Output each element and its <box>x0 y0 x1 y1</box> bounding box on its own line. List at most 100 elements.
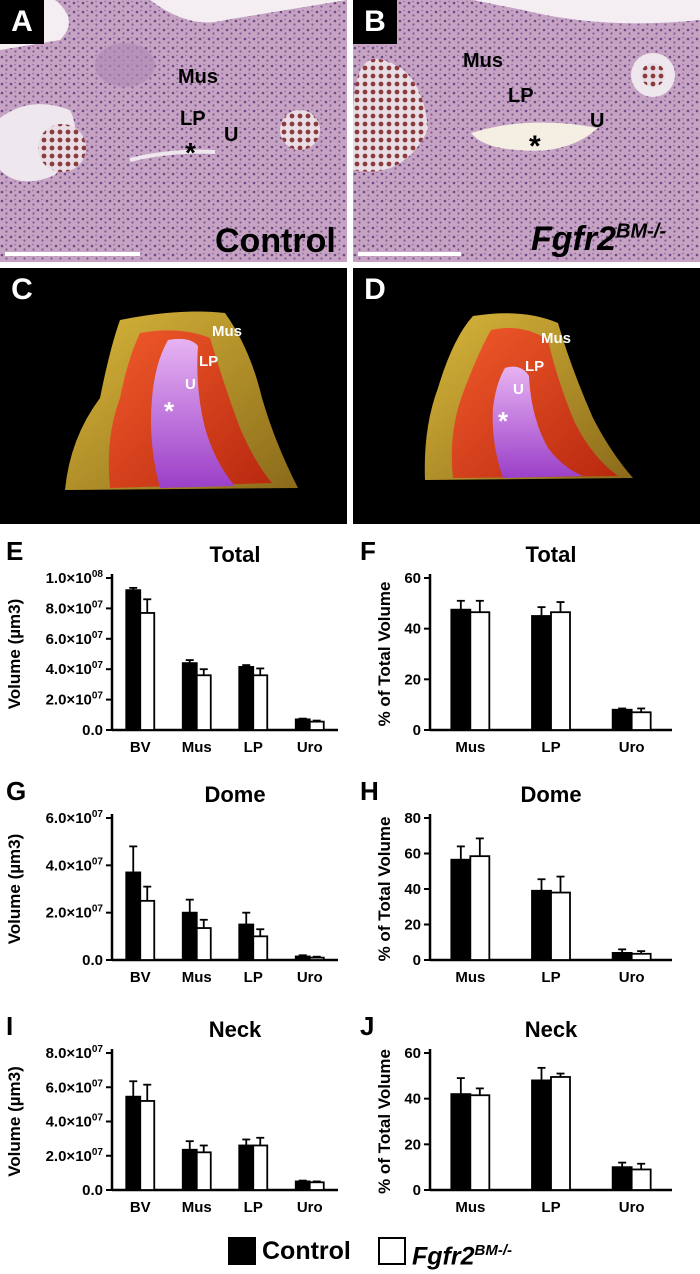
chart-svg: H Dome % of Total Volume 0 20 40 60 80 Mus LP Uro <box>360 776 672 986</box>
bar <box>125 1095 142 1191</box>
x-tick-label: BV <box>130 739 151 756</box>
lumen-star: * <box>185 137 196 168</box>
legend-swatch-mutant <box>378 1237 406 1265</box>
y-axis-label: Volume (µm3) <box>5 834 24 945</box>
chart-svg: J Neck % of Total Volume 0 20 40 60 Mus LP Uro <box>360 1011 672 1216</box>
chart-e-total-volume: E Total Volume (µm3) 0.0 2.0×1007 4.0×1007 6.0… <box>0 530 350 770</box>
x-tick-label: LP <box>244 1199 263 1216</box>
y-axis-label: Volume (µm3) <box>5 599 24 710</box>
bar <box>125 871 142 961</box>
y-tick-label: 40 <box>404 621 421 638</box>
x-tick-label: LP <box>244 739 263 756</box>
caption-mutant-main: Fgfr2 <box>531 220 616 258</box>
chart-title: Dome <box>204 782 265 807</box>
y-tick-label: 2.0×1007 <box>46 1147 104 1165</box>
chart-i-neck-volume: I Neck Volume (µm3) 0.0 2.0×1007 4.0×1007 6.0×… <box>0 1005 350 1230</box>
bar <box>308 720 325 731</box>
bar <box>630 952 652 961</box>
bar <box>531 889 552 961</box>
legend-label-mutant: Fgfr2BM-/- <box>412 1236 512 1271</box>
bar <box>139 1100 156 1191</box>
bar <box>308 1181 325 1191</box>
panel-letter: J <box>360 1011 374 1041</box>
bar <box>238 1144 255 1191</box>
bar <box>195 1151 212 1191</box>
label-u: U <box>224 124 239 146</box>
bar <box>308 956 325 961</box>
bar <box>550 1076 571 1191</box>
bar <box>181 662 198 731</box>
legend: Control Fgfr2BM-/- <box>228 1232 608 1272</box>
x-tick-label: LP <box>541 969 560 986</box>
reconstruction-mutant <box>424 313 633 480</box>
x-tick-label: Uro <box>619 969 645 986</box>
x-tick-label: LP <box>541 1199 560 1216</box>
bar <box>450 1093 472 1191</box>
chart-svg: F Total % of Total Volume 0 20 40 60 Mus LP Uro <box>360 536 672 756</box>
caption-mutant-sup: BM-/- <box>616 220 666 243</box>
bar <box>469 1094 491 1191</box>
y-tick-label: 2.0×1007 <box>46 691 104 709</box>
y-tick-label: 4.0×1007 <box>46 660 104 678</box>
x-tick-label: LP <box>541 739 560 756</box>
chart-svg: G Dome Volume (µm3) 0.0 2.0×1007 4.0×1007 6.0×… <box>5 776 338 986</box>
bar <box>450 608 472 731</box>
label-u: U <box>513 381 524 398</box>
panel-letter-a: A <box>0 0 44 44</box>
y-tick-label: 60 <box>404 1045 421 1062</box>
chart-j-neck-percent: J Neck % of Total Volume 0 20 40 60 Mus LP Uro <box>350 1005 700 1230</box>
label-mus: Mus <box>541 330 571 347</box>
y-tick-label: 8.0×1007 <box>46 1044 104 1062</box>
bar <box>630 711 652 731</box>
legend-label-control: Control <box>262 1237 351 1265</box>
label-lp: LP <box>508 85 534 107</box>
y-tick-label: 8.0×1007 <box>46 599 104 617</box>
x-tick-label: LP <box>244 969 263 986</box>
x-tick-label: Mus <box>455 969 485 986</box>
panel-letter-c: C <box>0 268 44 312</box>
chart-g-dome-volume: G Dome Volume (µm3) 0.0 2.0×1007 4.0×1007 6.0×… <box>0 770 350 1000</box>
histology-image-control <box>0 0 347 262</box>
chart-svg: E Total Volume (µm3) 0.0 2.0×1007 4.0×1007 6.0… <box>5 536 338 756</box>
panel-letter-b: B <box>353 0 397 44</box>
legend-mutant-sup: BM-/- <box>474 1242 513 1259</box>
bar <box>611 951 633 961</box>
chart-h-dome-percent: H Dome % of Total Volume 0 20 40 60 80 Mus LP Uro <box>350 770 700 1000</box>
label-mus: Mus <box>212 323 242 340</box>
panel-a-histology: A Mus LP U * Control <box>0 0 347 262</box>
y-tick-label: 20 <box>404 671 421 688</box>
bar <box>252 1144 269 1191</box>
bar <box>195 674 212 731</box>
y-tick-label: 60 <box>404 570 421 587</box>
x-tick-label: Mus <box>455 1199 485 1216</box>
y-tick-label: 0.0 <box>82 722 103 739</box>
legend-mutant-main: Fgfr2 <box>412 1242 475 1271</box>
chart-title: Total <box>526 542 577 567</box>
bar <box>181 911 198 961</box>
bar <box>630 1168 652 1191</box>
label-mus: Mus <box>178 66 218 88</box>
y-axis-label: % of Total Volume <box>375 582 394 727</box>
y-tick-label: 0 <box>413 1182 421 1199</box>
bar <box>550 611 571 731</box>
y-tick-label: 4.0×1007 <box>46 856 104 874</box>
x-tick-label: Uro <box>297 1199 323 1216</box>
bar <box>611 1166 633 1191</box>
panel-b-histology: B Mus LP U * Fgfr2BM-/- <box>353 0 700 262</box>
y-tick-label: 4.0×1007 <box>46 1113 104 1131</box>
y-tick-label: 6.0×1007 <box>46 1078 104 1096</box>
panel-letter: F <box>360 536 376 566</box>
panel-letter: H <box>360 776 379 806</box>
x-tick-label: BV <box>130 969 151 986</box>
reconstruction-control <box>65 311 298 490</box>
bar <box>550 891 571 961</box>
chart-title: Dome <box>520 782 581 807</box>
bar <box>294 955 311 961</box>
x-tick-label: BV <box>130 1199 151 1216</box>
y-axis-label: Volume (µm3) <box>5 1066 24 1177</box>
caption-control: Control <box>215 222 336 260</box>
bar <box>294 1180 311 1191</box>
label-mus: Mus <box>463 50 503 72</box>
label-lp: LP <box>199 353 219 370</box>
label-u: U <box>185 376 196 393</box>
